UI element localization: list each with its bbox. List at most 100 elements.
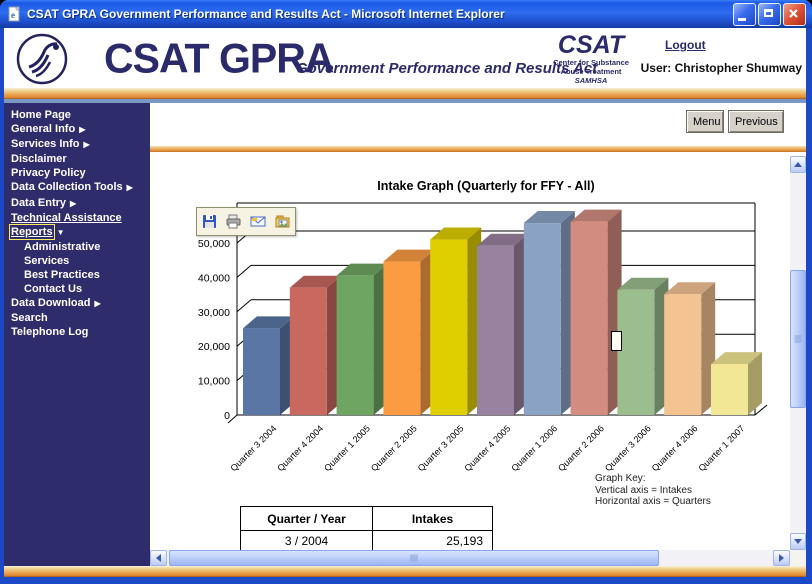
x-axis-label: Quarter 2 2005 [369,423,419,473]
intake-graph: 0 10,000 20,000 30,000 40,000 50,000 Quarter 3… [198,202,768,473]
content-orange-divider [150,146,806,152]
brand-tagline: Government Performance and Results Act [296,60,598,77]
triangle-right-icon: ▶ [79,125,86,135]
scroll-right-button[interactable] [773,550,790,566]
maximize-icon [764,8,773,17]
csat-logo-line2: Abuse Treatment [560,67,622,76]
sidebar-item-label: Services [24,254,70,267]
svg-text:0: 0 [224,410,230,422]
graph-key: Graph Key: Vertical axis = Intakes Horiz… [595,473,711,508]
sidebar-item-disclaimer[interactable]: Disclaimer [4,152,150,166]
table-header: Quarter / Year [240,506,373,531]
logout-link[interactable]: Logout [665,38,706,52]
scrollbar-corner [790,550,806,566]
footer-orange-band [4,566,806,577]
scroll-left-button[interactable] [150,550,167,566]
svg-text:e: e [11,10,15,20]
csat-logo-line1: Center for Substance [553,58,629,67]
triangle-right-icon: ▶ [126,183,133,193]
minimize-button[interactable] [733,2,756,26]
sidebar-item-label: Services Info [11,138,80,151]
sidebar-item-services[interactable]: Services [4,254,150,268]
maximize-button[interactable] [758,2,781,26]
sidebar-item-telephone-log[interactable]: Telephone Log [4,325,150,339]
csat-logo-name: CSAT [557,31,625,59]
chevron-left-icon [156,554,161,562]
main-area: Menu Previous Intake Graph (Quarterly fo… [150,103,806,566]
x-axis-label: Quarter 1 2007 [697,423,747,473]
graph-key-horizontal: Horizontal axis = Quarters [595,496,711,507]
svg-text:50,000: 50,000 [198,238,230,250]
sidebar-item-services-info[interactable]: Services Info ▶ [4,137,150,152]
close-button[interactable] [783,2,806,26]
scroll-down-button[interactable] [790,533,806,550]
sidebar-item-search[interactable]: Search [4,311,150,325]
content-viewport: Intake Graph (Quarterly for FFY - All) [150,152,790,553]
sidebar-item-label: Data Download [11,297,91,310]
sidebar-item-contact-us[interactable]: Contact Us [4,282,150,296]
ie-image-toolbar [196,207,296,236]
table-row: 3 / 2004 25,193 [240,530,493,551]
sidebar-item-label: Technical Assistance [11,211,122,224]
sidebar-item-reports[interactable]: Reports ▼ [4,223,150,240]
sidebar-item-best-practices[interactable]: Best Practices [4,268,150,282]
user-label: User: Christopher Shumway [640,61,802,75]
ie-page-icon: e [8,6,20,22]
vertical-scroll-thumb[interactable] [790,270,806,408]
sidebar-item-administrative[interactable]: Administrative [4,240,150,254]
x-axis-label: Quarter 2 2006 [556,423,606,473]
sidebar-item-data-entry[interactable]: Data Entry ▶ [4,196,150,211]
sidebar-item-data-download[interactable]: Data Download ▶ [4,296,150,311]
graph-key-vertical: Vertical axis = Intakes [595,484,692,496]
chevron-right-icon [779,554,784,562]
triangle-down-icon: ▼ [56,227,65,237]
triangle-right-icon: ▶ [94,299,101,309]
sidebar-item-label: Home Page [11,109,71,121]
print-icon[interactable] [225,213,242,230]
sidebar-item-label: Privacy Policy [11,167,86,180]
menu-button[interactable]: Menu [686,110,724,133]
sidebar-item-home-page[interactable]: Home Page [4,108,150,122]
thumb-grip-icon [410,554,418,562]
window-title: CSAT GPRA Government Performance and Res… [27,7,505,21]
sidebar-item-technical-assistance[interactable]: Technical Assistance [4,211,150,225]
sidebar-item-data-collection-tools[interactable]: Data Collection Tools ▶ [4,180,150,195]
pictures-folder-icon[interactable] [274,213,291,230]
text-cursor-artifact [611,331,622,351]
graph-key-title: Graph Key: [595,473,646,484]
header-orange-band [4,88,806,99]
vertical-scrollbar[interactable] [790,156,806,550]
table-cell: 25,193 [372,530,493,551]
title-bar[interactable]: e CSAT GPRA Government Performance and R… [0,0,812,28]
x-axis-label: Quarter 3 2006 [603,423,653,473]
sidebar-item-label: Best Practices [24,269,100,282]
sidebar-item-privacy-policy[interactable]: Privacy Policy [4,166,150,180]
x-axis-label: Quarter 1 2005 [322,423,372,473]
sidebar-nav: Home Page General Info ▶ Services Info ▶ Disc… [4,103,150,566]
sidebar-item-label: Disclaimer [11,153,67,166]
svg-text:40,000: 40,000 [198,272,230,284]
x-axis-label: Quarter 4 2004 [275,423,325,473]
sidebar-item-general-info[interactable]: General Info ▶ [4,122,150,137]
hhs-logo-icon [16,33,68,85]
svg-text:10,000: 10,000 [198,376,230,388]
sidebar-item-label: General Info [11,123,76,136]
horizontal-scroll-thumb[interactable] [169,550,659,566]
chevron-up-icon [794,162,802,167]
svg-text:20,000: 20,000 [198,341,230,353]
svg-text:30,000: 30,000 [198,307,230,319]
horizontal-scrollbar[interactable] [150,550,790,566]
csat-logo: CSAT Center for Substance Abuse Treatmen… [539,32,643,85]
table-header: Intakes [372,506,493,531]
chevron-down-icon [794,539,802,544]
x-axis-label: Quarter 4 2005 [463,423,513,473]
x-axis-label: Quarter 1 2006 [509,423,559,473]
email-icon[interactable] [250,213,267,230]
triangle-right-icon: ▶ [83,140,90,150]
previous-button[interactable]: Previous [728,110,784,133]
x-axis-label: Quarter 3 2005 [416,423,466,473]
sidebar-item-label: Contact Us [24,283,83,296]
save-icon[interactable] [201,213,218,230]
scroll-up-button[interactable] [790,156,806,173]
sidebar-item-label: Data Collection Tools [11,181,123,194]
